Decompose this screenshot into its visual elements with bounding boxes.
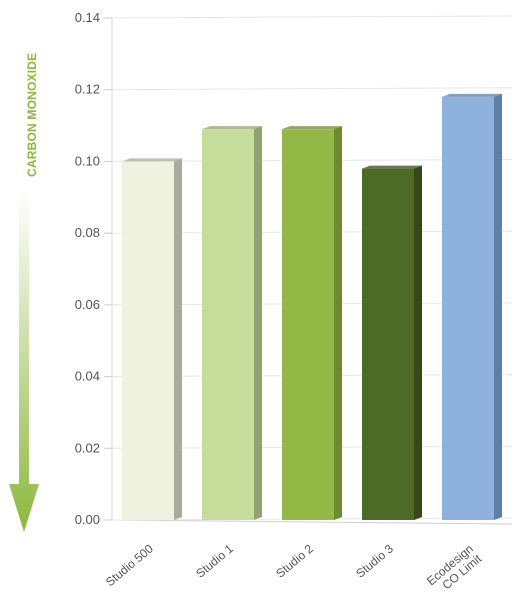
x-tick-label-line: Studio 500 <box>103 541 156 589</box>
bar-front <box>202 129 254 520</box>
bar-top <box>282 126 342 130</box>
y-tick-label: 0.00 <box>75 512 100 527</box>
bar-front <box>362 168 414 520</box>
x-axis: Studio 500 Studio 1 Studio 2 Studio 3 Ecodes… <box>103 541 485 598</box>
bars <box>122 93 502 521</box>
down-arrow-icon <box>9 190 39 532</box>
gridline <box>111 15 513 19</box>
gridline <box>111 87 513 91</box>
x-tick-label: EcodesignCO Limit <box>424 541 485 598</box>
y-tick-label: 0.06 <box>75 297 100 312</box>
bar <box>362 165 422 520</box>
bar-top <box>122 158 182 162</box>
bar <box>442 93 502 520</box>
bar-side <box>494 93 502 520</box>
y-tick-label: 0.08 <box>75 225 100 240</box>
bar-side <box>174 158 182 520</box>
plot-floor-edge <box>111 519 513 525</box>
bar-front <box>282 129 334 520</box>
y-axis-label-group: CARBON MONOXIDE <box>9 53 39 532</box>
bar-top <box>442 93 502 97</box>
bar <box>122 158 182 520</box>
x-tick-label-line: Studio 1 <box>193 541 236 580</box>
bar-side <box>414 165 422 520</box>
y-tick-label: 0.10 <box>75 153 100 168</box>
bar-front <box>442 96 494 520</box>
bar-side <box>254 126 262 521</box>
x-tick-label: Studio 1 <box>193 541 236 580</box>
bar <box>202 126 262 521</box>
y-axis-label: CARBON MONOXIDE <box>25 53 39 177</box>
y-tick-label: 0.02 <box>75 440 100 455</box>
x-tick-label: Studio 500 <box>103 541 156 589</box>
bar-top <box>362 165 422 169</box>
bar-top <box>202 126 262 130</box>
bar <box>282 126 342 521</box>
x-tick-label: Studio 2 <box>273 541 316 580</box>
y-axis: 0.00 0.02 0.04 0.06 0.08 0.10 0.12 0.14 <box>75 10 100 527</box>
bar-front <box>122 161 174 520</box>
y-tick-label: 0.12 <box>75 82 100 97</box>
y-tick-label: 0.04 <box>75 369 100 384</box>
x-tick-label-line: Studio 2 <box>273 541 316 580</box>
bar-side <box>334 126 342 521</box>
y-tick-label: 0.14 <box>75 10 100 25</box>
x-tick-label-line: Studio 3 <box>353 541 396 580</box>
x-tick-label: Studio 3 <box>353 541 396 580</box>
